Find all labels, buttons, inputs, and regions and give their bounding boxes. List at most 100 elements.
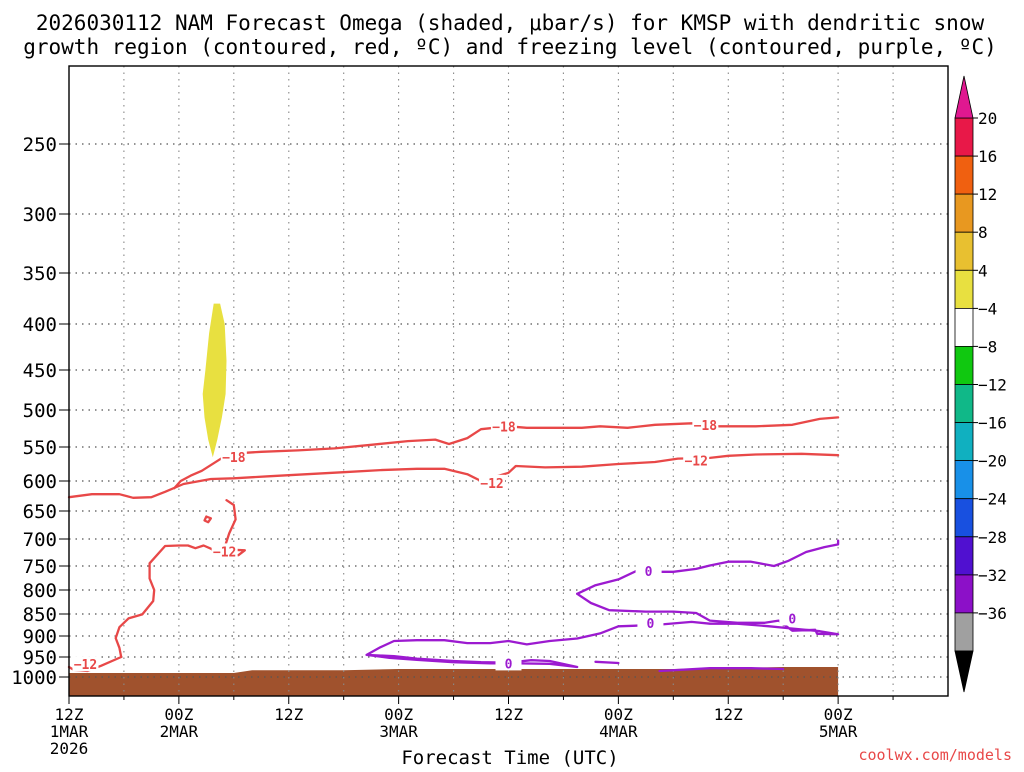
colorbar-label-6: −8 (978, 337, 997, 356)
contour-label-bg-temp-minus18-2 (692, 416, 719, 432)
chart-title-line1: 2026030112 NAM Forecast Omega (shaded, μ… (36, 11, 985, 35)
x-tick-label-72-0: 12Z (714, 705, 743, 724)
x-tick-label-48-0: 12Z (494, 705, 523, 724)
x-tick-label-36-0: 00Z (384, 705, 413, 724)
contour-label-bg-temp-minus18-0 (220, 449, 247, 465)
contour-label-bg-temp-minus18-1 (490, 418, 517, 434)
x-tick-label-84-0: 00Z (824, 705, 853, 724)
x-axis-title: Forecast Time (UTC) (401, 747, 618, 768)
colorbar-label-1: 16 (978, 147, 997, 166)
colorbar-band-4 (954, 269, 974, 309)
y-axis: 2503003504004505005506006507007508008509… (11, 134, 69, 689)
contour-label-bg-freezing-lower-0 (495, 655, 522, 671)
x-tick-label-24-0: 12Z (274, 705, 303, 724)
colorbar-label-8: −16 (978, 414, 1007, 433)
contour-label-temp-minus12-0: −12 (480, 477, 503, 492)
shaded-region-omega-4-8 (202, 303, 227, 458)
colorbar-label-7: −12 (978, 376, 1007, 395)
grid-layer (69, 66, 948, 696)
contour-label-layer: −18 −18 −18 −12 −12 −12 −12 0 0 0 0 (72, 416, 806, 673)
x-tick-label-60-1: 4MAR (599, 722, 638, 741)
colorbar-label-0: 20 (978, 109, 997, 128)
contour-label-bg-temp-minus12-1 (683, 452, 710, 468)
contour-label-temp-minus12-lower-0: −12 (74, 658, 97, 673)
colorbar-label-5: −4 (978, 299, 997, 318)
colorbar-band-0 (954, 117, 974, 157)
y-tick-label-300: 300 (23, 204, 57, 226)
colorbar: 20 16 12 8 4 −4 −8 −12 −16 −20 −24 −28 −32 −36 (954, 75, 1007, 693)
colorbar-label-3: 8 (978, 223, 988, 242)
x-tick-label-0-0: 12Z (55, 705, 84, 724)
y-tick-label-400: 400 (23, 314, 57, 336)
colorbar-label-9: −20 (978, 452, 1007, 471)
contour-freezing-lower (365, 592, 840, 669)
colorbar-band-2 (954, 193, 974, 233)
contour-label-freezing-lower-2: 0 (788, 612, 796, 627)
credit-text: coolwx.com/models (858, 746, 1012, 764)
x-tick-label-12-0: 00Z (164, 705, 193, 724)
y-tick-label-950: 950 (23, 647, 57, 669)
contour-freezing-surface (658, 667, 785, 673)
colorbar-label-2: 12 (978, 185, 997, 204)
colorbar-label-10: −24 (978, 490, 1007, 509)
x-tick-label-0-2: 2026 (50, 739, 89, 758)
chart-title-line2: growth region (contoured, red, ºC) and f… (23, 35, 997, 59)
colorbar-band-10 (954, 498, 974, 538)
colorbar-label-12: −32 (978, 566, 1007, 585)
x-tick-label-12-1: 2MAR (160, 722, 199, 741)
contour-label-freezing-lower-1: 0 (647, 617, 655, 632)
contour-label-bg-temp-minus12-lower-0 (72, 656, 99, 672)
contour-label-temp-minus18-2: −18 (694, 419, 718, 434)
colorbar-label-13: −36 (978, 604, 1007, 623)
contour-label-temp-minus12-1: −12 (684, 455, 707, 470)
y-tick-label-1000: 1000 (11, 667, 57, 689)
x-tick-label-84-1: 5MAR (819, 722, 858, 741)
colorbar-band-13 (954, 612, 974, 652)
contour-label-temp-minus18-0: −18 (222, 451, 246, 466)
y-tick-label-650: 650 (23, 501, 57, 523)
contour-label-bg-temp-minus12-0 (479, 474, 506, 490)
omega-shading-layer (202, 303, 227, 458)
contour-label-bg-freezing-lower-1 (637, 614, 664, 630)
y-tick-label-350: 350 (23, 263, 57, 285)
colorbar-label-11: −28 (978, 528, 1007, 547)
y-tick-label-450: 450 (23, 360, 57, 382)
contour-label-temp-minus12-lower-1: −12 (213, 545, 236, 560)
y-tick-label-850: 850 (23, 604, 57, 626)
y-tick-label-700: 700 (23, 529, 57, 551)
y-tick-label-250: 250 (23, 134, 57, 156)
contour-freezing-upper (576, 539, 840, 595)
contour-label-temp-minus18-1: −18 (492, 420, 516, 435)
colorbar-band-9 (954, 460, 974, 500)
contour-label-bg-freezing-upper-0 (635, 562, 662, 578)
colorbar-arrow-bottom (954, 650, 974, 693)
colorbar-label-4: 4 (978, 261, 988, 280)
y-tick-label-600: 600 (23, 471, 57, 493)
terrain-fill (69, 667, 839, 696)
x-tick-label-60-0: 00Z (604, 705, 633, 724)
contour-temp-minus12-lower (67, 499, 246, 673)
colorbar-band-8 (954, 422, 974, 462)
x-tick-label-0-1: 1MAR (50, 722, 89, 741)
y-tick-label-800: 800 (23, 580, 57, 602)
terrain-layer (69, 667, 839, 696)
contour-label-bg-freezing-lower-2 (779, 610, 806, 626)
colorbar-band-12 (954, 574, 974, 614)
plot-frame (68, 65, 949, 697)
colorbar-band-7 (954, 384, 974, 423)
y-tick-label-900: 900 (23, 626, 57, 648)
contour-label-bg-temp-minus12-lower-1 (211, 543, 238, 559)
colorbar-band-1 (954, 155, 974, 195)
colorbar-band-11 (954, 536, 974, 576)
x-tick-label-36-1: 3MAR (379, 722, 418, 741)
contour-label-freezing-lower-0: 0 (505, 657, 513, 672)
colorbar-band-5 (954, 307, 974, 347)
y-tick-label-500: 500 (23, 400, 57, 422)
colorbar-band-6 (954, 345, 974, 385)
y-tick-label-550: 550 (23, 437, 57, 459)
contour-label-freezing-upper-0: 0 (645, 565, 653, 580)
colorbar-arrow-top (954, 75, 974, 119)
